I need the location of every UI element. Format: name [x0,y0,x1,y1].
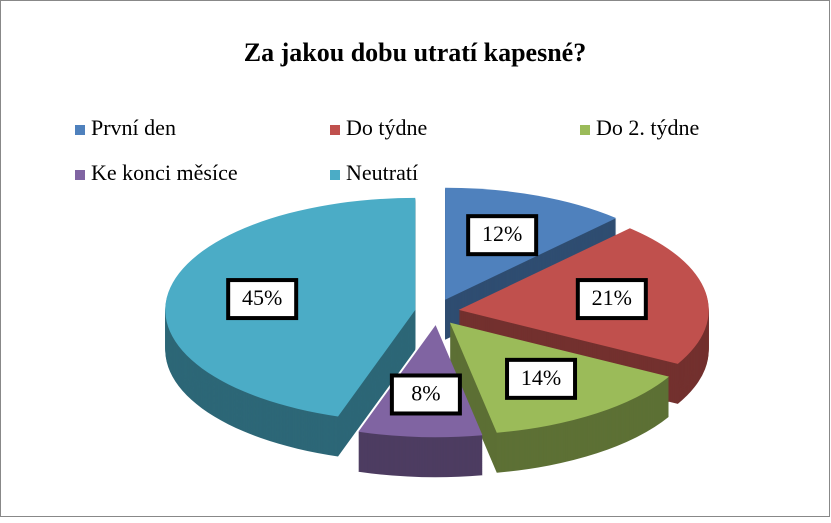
legend-label: První den [91,115,176,140]
data-label-box [389,373,462,416]
legend-label: Do 2. týdne [596,115,699,140]
data-label: 21% [592,285,632,310]
chart-title: Za jakou dobu utratí kapesné? [244,38,586,67]
data-label: 8% [411,381,440,406]
legend-swatch [75,170,85,180]
data-label: 14% [521,365,561,390]
legend-swatch [330,170,340,180]
legend-swatch [580,125,590,135]
data-label-box [575,278,648,321]
legend-swatch [330,125,340,135]
data-label: 45% [242,285,282,310]
data-label-box [505,357,578,400]
legend-label: Do týdne [346,115,427,140]
data-label: 12% [482,221,522,246]
data-label-box [466,214,539,257]
legend-label: Neutratí [346,160,418,185]
data-label-box [226,278,299,321]
legend-swatch [75,125,85,135]
legend-label: Ke konci měsíce [91,160,238,185]
